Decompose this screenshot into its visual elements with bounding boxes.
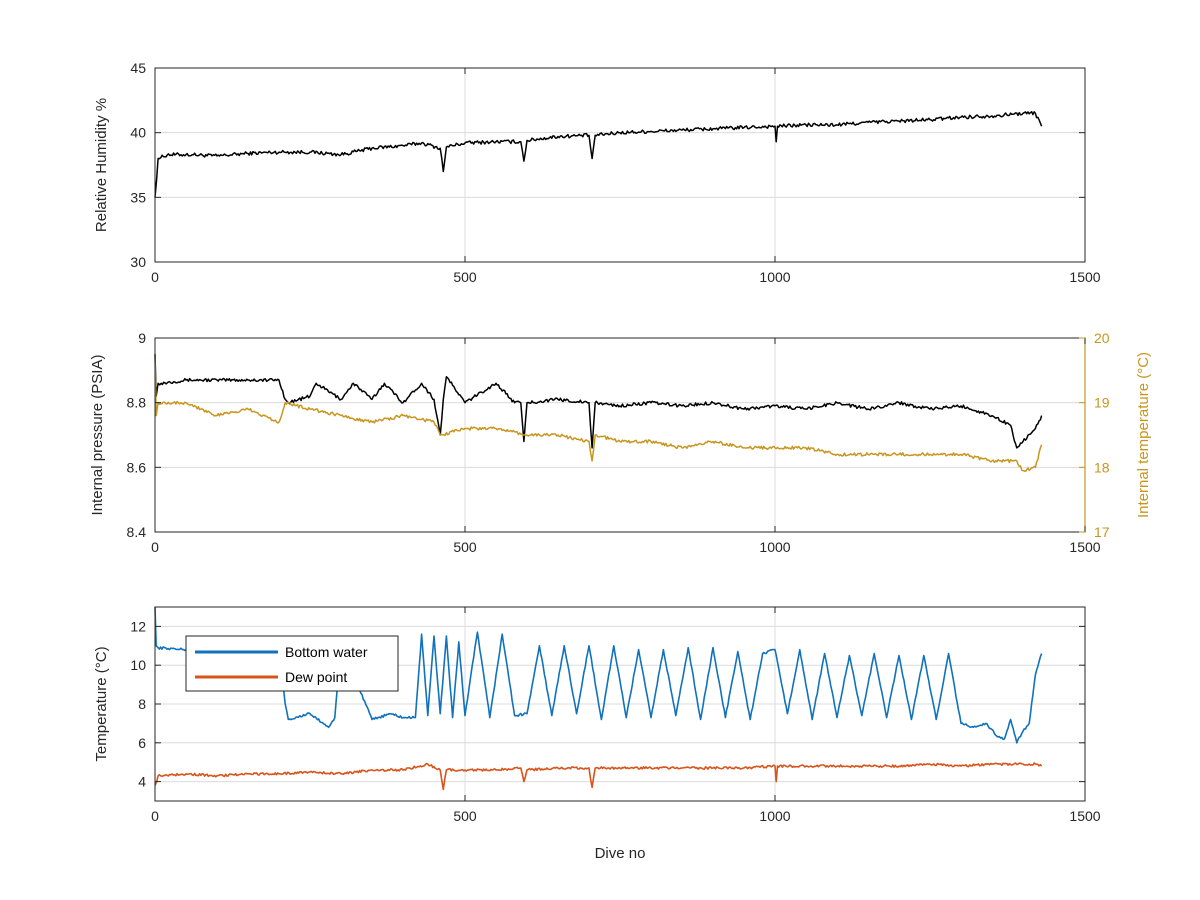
x-tick-label: 0: [151, 539, 159, 555]
y-tick-label: 8.4: [127, 524, 147, 540]
y2-axis-label: Internal temperature (°C): [1135, 352, 1152, 518]
legend: Bottom water Dew point: [185, 635, 399, 692]
legend-label: Dew point: [285, 669, 347, 685]
y-axis-label: Relative Humidity %: [93, 98, 110, 232]
series-line-p1-s1: [154, 111, 1043, 198]
y-tick-label: 35: [130, 189, 146, 205]
x-tick-label: 1500: [1069, 539, 1100, 555]
y2-tick-label: 20: [1094, 330, 1110, 346]
x-tick-label: 1000: [759, 808, 790, 824]
series-line-p2-s2: [154, 357, 1043, 473]
x-tick-label: 1500: [1069, 808, 1100, 824]
x-tick-label: 1500: [1069, 269, 1100, 285]
y2-tick-label: 18: [1094, 459, 1110, 475]
y-tick-label: 45: [130, 60, 146, 76]
x-tick-label: 0: [151, 808, 159, 824]
legend-box: [185, 635, 399, 692]
y-tick-label: 9: [138, 330, 146, 346]
x-tick-label: 500: [453, 808, 477, 824]
y2-tick-label: 19: [1094, 395, 1110, 411]
y-tick-label: 6: [138, 735, 146, 751]
x-tick-label: 1000: [759, 539, 790, 555]
x-tick-label: 500: [453, 269, 477, 285]
plot-panel-2: 0 500 1000 1500 8.4 8.6 8.8 9 17 18 19 20 Internal t…: [89, 330, 1152, 555]
y-axis-label: Temperature (°C): [93, 646, 110, 761]
x-tick-label: 1000: [759, 269, 790, 285]
y-tick-label: 8.6: [127, 459, 147, 475]
y-tick-label: 10: [130, 657, 146, 673]
y-tick-label: 8.8: [127, 395, 147, 411]
x-tick-label: 500: [453, 539, 477, 555]
series-line-p2-s1: [154, 354, 1043, 449]
plot-panel-1: 0 500 1000 1500 30 35 40 45 Relative Humidity %: [93, 60, 1101, 285]
plot-panel-3: 0 500 1000 1500 4 6 8 10 12 Temperature (°C) Dive …: [93, 606, 1101, 862]
axes-box: [154, 67, 1086, 263]
series-line-dew-point: [154, 762, 1043, 791]
y-tick-label: 40: [130, 125, 146, 141]
x-axis-label: Dive no: [595, 845, 646, 862]
y-tick-label: 8: [138, 696, 146, 712]
y-tick-label: 4: [138, 774, 146, 790]
y2-tick-label: 17: [1094, 524, 1110, 540]
y-tick-label: 30: [130, 254, 146, 270]
legend-label: Bottom water: [285, 644, 368, 660]
y-axis-label: Internal pressure (PSIA): [89, 355, 106, 516]
y-tick-label: 12: [130, 618, 146, 634]
x-tick-label: 0: [151, 269, 159, 285]
series-line-bottom-water: [154, 606, 1043, 744]
